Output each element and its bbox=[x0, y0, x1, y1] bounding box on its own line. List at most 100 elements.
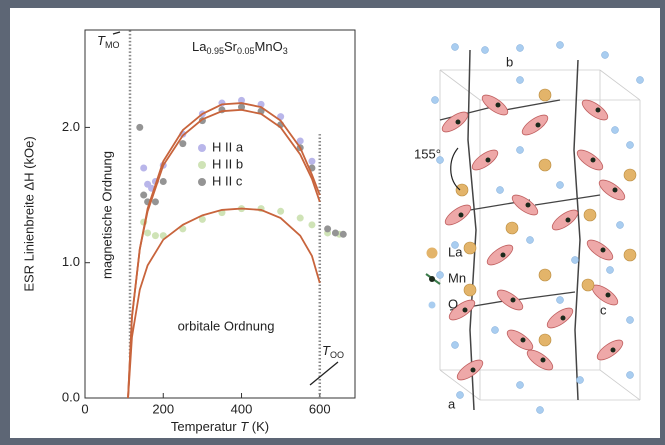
mn-atom bbox=[525, 202, 531, 208]
transition-label: TOO bbox=[322, 343, 344, 360]
transition-symbol: T bbox=[322, 343, 331, 358]
mn-atom bbox=[462, 307, 468, 313]
octahedron bbox=[598, 179, 626, 201]
octahedron bbox=[456, 359, 484, 381]
octahedron bbox=[496, 289, 524, 311]
o-atom bbox=[431, 96, 439, 104]
la-atom bbox=[455, 183, 469, 197]
octahedron bbox=[581, 99, 609, 121]
fit-curve bbox=[127, 207, 321, 399]
la-atom bbox=[463, 283, 477, 297]
y-tick-label: 0.0 bbox=[62, 389, 80, 404]
x-tick-label: 200 bbox=[152, 401, 174, 416]
chain bbox=[573, 59, 581, 401]
data-point bbox=[238, 103, 246, 111]
data-point bbox=[238, 96, 246, 104]
title-part: 0.95 bbox=[206, 46, 224, 56]
la-atom bbox=[538, 333, 552, 347]
mn-atom bbox=[610, 347, 616, 353]
plot-frame bbox=[84, 29, 356, 399]
legend-marker bbox=[198, 178, 206, 186]
o-atom bbox=[436, 156, 444, 164]
x-label-part: T bbox=[240, 419, 249, 434]
o-atom bbox=[516, 381, 524, 389]
transition-sub: MO bbox=[105, 40, 120, 50]
data-point bbox=[277, 113, 285, 121]
o-atom bbox=[616, 221, 624, 229]
o-atom bbox=[496, 186, 504, 194]
data-point bbox=[308, 221, 316, 229]
legend-marker bbox=[198, 161, 206, 169]
data-point bbox=[136, 123, 144, 131]
mn-atom bbox=[535, 122, 541, 128]
title-part: 3 bbox=[283, 46, 288, 56]
o-atom bbox=[626, 316, 634, 324]
bond bbox=[504, 99, 561, 111]
data-point bbox=[140, 164, 148, 172]
legend-marker bbox=[426, 247, 438, 259]
data-point bbox=[144, 229, 152, 237]
transition-sub: OO bbox=[330, 350, 344, 360]
angle-label: 155° bbox=[414, 146, 441, 161]
la-atom bbox=[463, 241, 477, 255]
la-atom bbox=[581, 278, 595, 292]
o-atom bbox=[456, 391, 464, 399]
transition-label: TMO bbox=[97, 33, 119, 50]
mn-atom bbox=[595, 107, 601, 113]
data-point bbox=[151, 198, 159, 206]
o-atom bbox=[516, 146, 524, 154]
o-atom bbox=[576, 376, 584, 384]
octahedron bbox=[576, 149, 604, 171]
o-atom bbox=[536, 406, 544, 414]
mn-atom bbox=[600, 247, 606, 253]
o-atom bbox=[526, 236, 534, 244]
y-tick-label: 1.0 bbox=[62, 254, 80, 269]
data-point bbox=[308, 157, 316, 165]
o-atom bbox=[606, 266, 614, 274]
mn-atom bbox=[520, 337, 526, 343]
o-atom bbox=[556, 181, 564, 189]
cell-edge bbox=[599, 69, 641, 101]
annotation: orbitale Ordnung bbox=[178, 318, 275, 333]
mn-atom bbox=[590, 157, 596, 163]
legend-label: O bbox=[448, 296, 458, 311]
la-atom bbox=[538, 88, 552, 102]
axis-letter: c bbox=[600, 302, 607, 317]
octahedron bbox=[481, 94, 509, 116]
o-atom bbox=[451, 341, 459, 349]
mn-atom bbox=[455, 119, 461, 125]
data-point bbox=[331, 229, 339, 237]
axis-letter: a bbox=[448, 396, 456, 411]
angle-arc bbox=[450, 147, 461, 191]
mn-atom bbox=[540, 357, 546, 363]
mn-atom bbox=[612, 187, 618, 193]
mn-atom bbox=[458, 212, 464, 218]
octahedron bbox=[506, 329, 534, 351]
octahedron bbox=[511, 194, 539, 216]
legend-marker bbox=[428, 301, 436, 309]
legend-label: La bbox=[448, 244, 463, 259]
mn-atom bbox=[560, 315, 566, 321]
transition-symbol: T bbox=[97, 33, 106, 48]
octahedron bbox=[448, 299, 476, 321]
x-tick-label: 0 bbox=[81, 401, 88, 416]
legend-marker bbox=[198, 144, 206, 152]
octahedron bbox=[471, 149, 499, 171]
octahedron bbox=[551, 209, 579, 231]
title-part: La bbox=[192, 39, 207, 54]
octahedron bbox=[526, 349, 554, 371]
legend-marker bbox=[429, 276, 435, 282]
mn-atom bbox=[565, 217, 571, 223]
title-part: 0.05 bbox=[237, 46, 255, 56]
octahedron bbox=[486, 244, 514, 266]
o-atom bbox=[636, 76, 644, 84]
octahedron bbox=[521, 114, 549, 136]
transition-arrow bbox=[112, 31, 121, 35]
axis-letter: b bbox=[506, 54, 513, 69]
octahedron bbox=[596, 339, 624, 361]
annotation: magnetische Ordnung bbox=[99, 151, 114, 279]
x-label-part: (K) bbox=[248, 419, 269, 434]
o-atom bbox=[451, 241, 459, 249]
mn-atom bbox=[470, 367, 476, 373]
